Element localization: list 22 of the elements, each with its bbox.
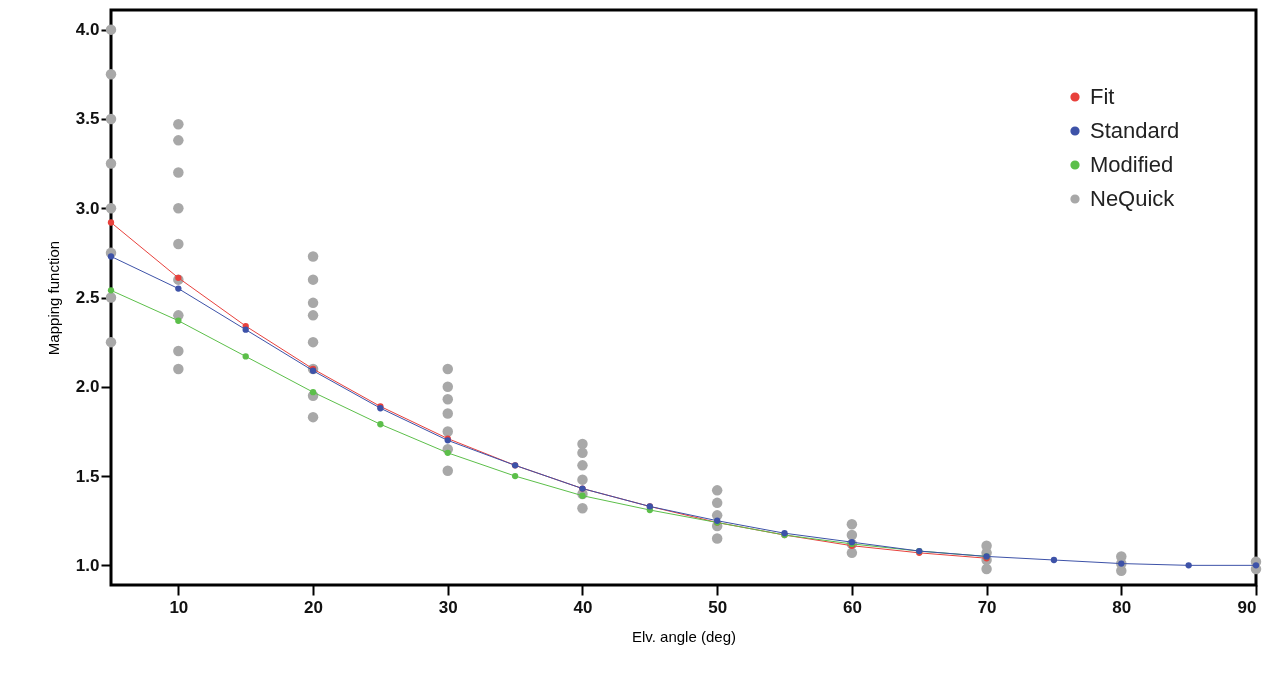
x-tick-label: 50 — [708, 597, 728, 617]
y-tick-label: 4.0 — [75, 20, 100, 40]
legend-label: Modified — [1090, 152, 1174, 177]
y-tick-label: 3.5 — [75, 109, 100, 129]
x-tick-label: 10 — [169, 597, 189, 617]
y-tick-label: 1.0 — [75, 555, 100, 575]
x-tick-label: 40 — [573, 597, 593, 617]
x-tick-label: 80 — [1112, 597, 1132, 617]
y-tick-label: 2.5 — [75, 288, 100, 307]
x-axis-title: Elv. angle (deg) — [632, 627, 736, 645]
y-tick-label: 3.0 — [75, 198, 100, 218]
y-tick-label: 1.5 — [75, 466, 100, 486]
x-tick-label: 20 — [304, 597, 324, 617]
x-tick-label: 90 — [1237, 597, 1257, 617]
x-tick-label: 30 — [438, 597, 458, 617]
legend-label: Standard — [1090, 118, 1180, 143]
x-tick-label: 60 — [842, 597, 862, 617]
y-axis-title: Mapping function — [44, 240, 62, 356]
legend-label: NeQuick — [1090, 186, 1176, 211]
y-tick-label: 2.0 — [75, 377, 100, 397]
x-tick-label: 70 — [977, 597, 997, 617]
legend-label: Fit — [1090, 84, 1115, 109]
